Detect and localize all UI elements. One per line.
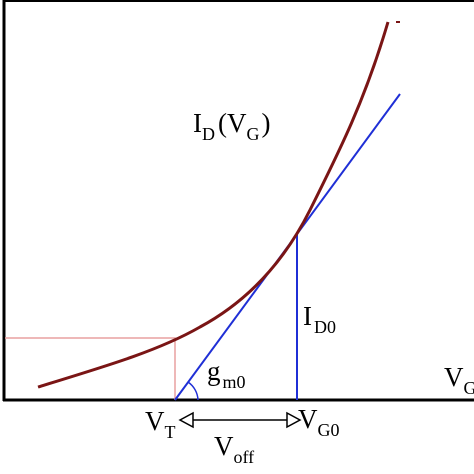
label-part: G	[247, 124, 260, 144]
voff-label: Voff	[214, 431, 254, 467]
label-part: V	[145, 406, 165, 436]
vt-label: VT	[145, 406, 176, 442]
threshold-guide	[5, 337, 176, 400]
id0-label: I D0	[303, 301, 336, 337]
label-part: T	[165, 422, 176, 442]
label-part: off	[234, 447, 255, 467]
vg-axis-label: VG	[444, 362, 474, 398]
label-part: I	[303, 301, 312, 331]
label-part: V	[444, 362, 464, 392]
label-part: (V	[218, 108, 247, 138]
label-part: G	[464, 378, 474, 398]
arrow-head-right	[286, 411, 302, 429]
label-part: V	[214, 431, 234, 461]
arrow-head-left	[178, 411, 194, 429]
label-part: )	[262, 108, 271, 138]
label-part: D	[202, 124, 215, 144]
id-vg-label: ID (VG)	[193, 108, 271, 144]
id-curve	[37, 21, 390, 389]
angle-arc	[187, 381, 199, 401]
label-part: G0	[318, 420, 340, 440]
label-part: V	[298, 404, 318, 434]
gm0-label: g m0	[207, 356, 246, 392]
vg0-label: VG0	[298, 404, 340, 440]
label-part: m0	[223, 372, 246, 392]
label-part: g	[207, 356, 221, 386]
label-part: D0	[314, 317, 336, 337]
label-part: I	[193, 108, 202, 138]
